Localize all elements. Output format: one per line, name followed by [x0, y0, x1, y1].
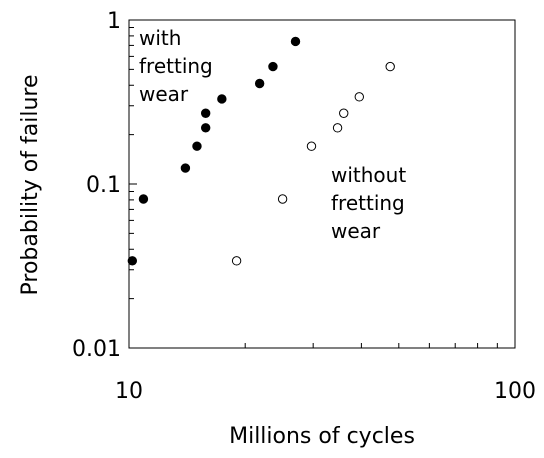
annotation-text: with — [139, 26, 181, 50]
data-point-with-fretting — [217, 94, 227, 104]
data-point-with-fretting — [200, 123, 211, 133]
data-point-without-fretting — [277, 194, 288, 204]
data-point-with-fretting — [290, 36, 301, 47]
data-point-without-fretting — [385, 61, 395, 72]
data-point-with-fretting — [192, 141, 202, 151]
data-point-with-fretting — [180, 163, 191, 173]
annotation-text: fretting — [139, 54, 213, 78]
data-point-with-fretting — [268, 61, 278, 72]
annotation-text: wear — [331, 219, 381, 243]
tick-labels: 0.01 0.1 1 10 100 — [72, 9, 536, 404]
data-point-without-fretting — [339, 108, 349, 118]
data-points — [127, 36, 395, 266]
annotations: with fretting wear without fretting wear — [139, 26, 406, 243]
data-point-without-fretting — [306, 141, 317, 151]
y-axis-title: Probability of failure — [18, 75, 43, 296]
ticks — [128, 19, 516, 349]
data-point-without-fretting — [354, 92, 364, 102]
y-tick-label: 1 — [107, 9, 121, 34]
x-axis-title: Millions of cycles — [229, 424, 415, 449]
x-tick-label: 10 — [115, 379, 143, 404]
annotation-text: fretting — [331, 191, 405, 215]
y-tick-label: 0.1 — [86, 173, 121, 198]
data-point-with-fretting — [138, 194, 149, 204]
data-point-without-fretting — [332, 123, 343, 133]
y-tick-label: 0.01 — [72, 337, 121, 362]
annotation-text: without — [331, 163, 406, 187]
x-tick-label: 100 — [494, 379, 536, 404]
data-point-with-fretting — [127, 256, 138, 266]
data-point-without-fretting — [231, 256, 242, 266]
data-point-with-fretting — [200, 108, 211, 118]
data-point-with-fretting — [254, 78, 265, 89]
annotation-text: wear — [139, 82, 189, 106]
